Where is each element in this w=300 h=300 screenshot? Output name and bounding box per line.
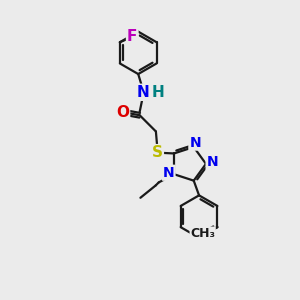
Text: F: F xyxy=(127,29,137,44)
Text: CH₃: CH₃ xyxy=(190,227,215,240)
Text: H: H xyxy=(152,85,164,100)
Text: N: N xyxy=(163,166,175,180)
Text: S: S xyxy=(152,145,163,160)
Text: N: N xyxy=(207,155,218,170)
Text: N: N xyxy=(136,85,149,100)
Text: O: O xyxy=(116,105,129,120)
Text: N: N xyxy=(189,136,201,150)
